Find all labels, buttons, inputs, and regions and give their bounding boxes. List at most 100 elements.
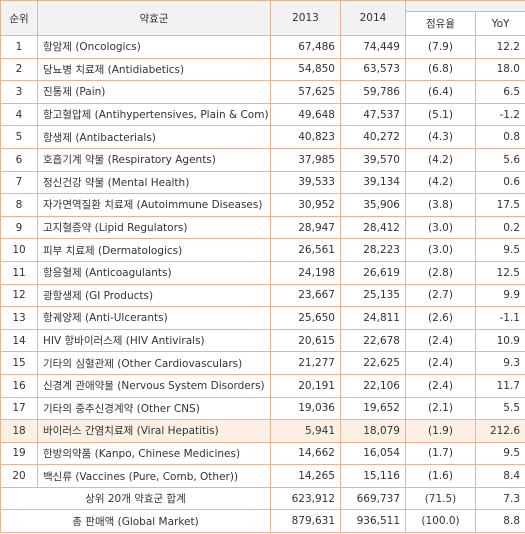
cell: 19,036 xyxy=(270,396,341,421)
cell: 항고혈압제 (Antihypertensives, Plain & Com) xyxy=(37,102,271,127)
cell: 14,662 xyxy=(270,441,341,466)
header-cell: 2013 xyxy=(270,0,341,36)
cell: 광항생제 (GI Products) xyxy=(37,283,271,308)
cell: 항암제 (Oncologics) xyxy=(37,35,271,59)
cell: (5.1) xyxy=(405,102,476,127)
cell: 18.0 xyxy=(475,57,525,82)
table-row: 9 고지혈증약 (Lipid Regulators) 28,947 28,412 (3.… xyxy=(0,215,525,240)
cell: (3.0) xyxy=(405,238,476,262)
cell: 기타의 심혈관제 (Other Cardiovasculars) xyxy=(37,351,271,375)
cell: 12.2 xyxy=(475,35,525,59)
cell: 12.5 xyxy=(475,260,525,285)
cell: 5,941 xyxy=(270,419,341,443)
table-row: 7 정신건강 약물 (Mental Health) 39,533 39,134 (4.2… xyxy=(0,170,525,195)
cell: 9.9 xyxy=(475,283,525,308)
cell: 25,135 xyxy=(340,283,406,308)
table-row: 3 진통제 (Pain) 57,625 59,786 (6.4) 6.5 xyxy=(0,80,525,104)
cell: 19,652 xyxy=(340,396,406,421)
cell: (1.9) xyxy=(405,419,476,443)
cell: 22,678 xyxy=(340,328,406,353)
table-row: 10 피부 치료제 (Dermatologics) 26,561 28,223 (3.0… xyxy=(0,238,525,262)
cell: 9.3 xyxy=(475,351,525,375)
cell: 59,786 xyxy=(340,80,406,104)
cell: 17 xyxy=(0,396,38,421)
cell: (3.0) xyxy=(405,215,476,240)
cell: (1.7) xyxy=(405,441,476,466)
cell: 6.5 xyxy=(475,80,525,104)
table-row: 5 항생제 (Antibacterials) 40,823 40,272 (4.3) 0.… xyxy=(0,125,525,149)
cell: 12 xyxy=(0,283,38,308)
cell: 17.5 xyxy=(475,193,525,217)
cell: 40,272 xyxy=(340,125,406,149)
cell: 8.4 xyxy=(475,464,525,488)
cell: 8.8 xyxy=(475,509,525,534)
cell: 35,906 xyxy=(340,193,406,217)
cell: (2.4) xyxy=(405,351,476,375)
cell: 11 xyxy=(0,260,38,285)
cell: 0.8 xyxy=(475,125,525,149)
cell: 669,737 xyxy=(340,486,406,511)
cell: 18 xyxy=(0,419,38,443)
table-row: 13 항궤양제 (Anti-Ulcerants) 25,650 24,811 (2.6)… xyxy=(0,306,525,330)
cell: (6.4) xyxy=(405,80,476,104)
cell: 총 판매액 (Global Market) xyxy=(0,509,271,534)
cell: 4 xyxy=(0,102,38,127)
table-row: 17 기타의 중추신경계약 (Other CNS) 19,036 19,652 (2.1… xyxy=(0,396,525,421)
cell: 13 xyxy=(0,306,38,330)
cell: 호흡기계 약물 (Respiratory Agents) xyxy=(37,147,271,172)
cell: (2.6) xyxy=(405,306,476,330)
cell: 14,265 xyxy=(270,464,341,488)
cell: 57,625 xyxy=(270,80,341,104)
cell: (100.0) xyxy=(405,509,476,534)
cell: 5.6 xyxy=(475,147,525,172)
table-row: 14 HIV 항바이러스제 (HIV Antivirals) 20,615 22,67… xyxy=(0,328,525,353)
cell: 진통제 (Pain) xyxy=(37,80,271,104)
table-row: 20 백신류 (Vaccines (Pure, Comb, Other)) 14,2… xyxy=(0,464,525,488)
cell: 39,533 xyxy=(270,170,341,195)
cell: 623,912 xyxy=(270,486,341,511)
cell: (2.8) xyxy=(405,260,476,285)
header-cell: 순위 xyxy=(0,0,38,36)
cell: 25,650 xyxy=(270,306,341,330)
cell: 3 xyxy=(0,80,38,104)
table-row: 2 당뇨병 치료제 (Antidiabetics) 54,850 63,573 (6.8… xyxy=(0,57,525,82)
cell: 22,106 xyxy=(340,373,406,398)
cell: 936,511 xyxy=(340,509,406,534)
cell: 39,570 xyxy=(340,147,406,172)
header-cell xyxy=(405,0,525,12)
table-row: 16 신경계 관애약물 (Nervous System Disorders) 20,… xyxy=(0,373,525,398)
cell: 9.5 xyxy=(475,238,525,262)
cell: 9 xyxy=(0,215,38,240)
cell: 7 xyxy=(0,170,38,195)
cell: 19 xyxy=(0,441,38,466)
cell: 16 xyxy=(0,373,38,398)
cell: 24,811 xyxy=(340,306,406,330)
cell: 백신류 (Vaccines (Pure, Comb, Other)) xyxy=(37,464,271,488)
cell: 1 xyxy=(0,35,38,59)
cell: 항생제 (Antibacterials) xyxy=(37,125,271,149)
cell: 바이러스 간염치료제 (Viral Hepatitis) xyxy=(37,419,271,443)
cell: 한방의약품 (Kanpo, Chinese Medicines) xyxy=(37,441,271,466)
cell: -1.2 xyxy=(475,102,525,127)
cell: 67,486 xyxy=(270,35,341,59)
cell: (2.4) xyxy=(405,373,476,398)
cell: 21,277 xyxy=(270,351,341,375)
cell: 항응혈제 (Anticoagulants) xyxy=(37,260,271,285)
header-cell: 2014 xyxy=(340,0,406,36)
cell: 28,412 xyxy=(340,215,406,240)
cell: 신경계 관애약물 (Nervous System Disorders) xyxy=(37,373,271,398)
cell: 정신건강 약물 (Mental Health) xyxy=(37,170,271,195)
cell: HIV 항바이러스제 (HIV Antivirals) xyxy=(37,328,271,353)
cell: 20 xyxy=(0,464,38,488)
header-cell: YoY xyxy=(475,11,525,36)
cell: 879,631 xyxy=(270,509,341,534)
cell: 28,947 xyxy=(270,215,341,240)
cell: 9.5 xyxy=(475,441,525,466)
cell: 37,985 xyxy=(270,147,341,172)
cell: 15,116 xyxy=(340,464,406,488)
cell: 15 xyxy=(0,351,38,375)
cell: (2.7) xyxy=(405,283,476,308)
cell: 8 xyxy=(0,193,38,217)
